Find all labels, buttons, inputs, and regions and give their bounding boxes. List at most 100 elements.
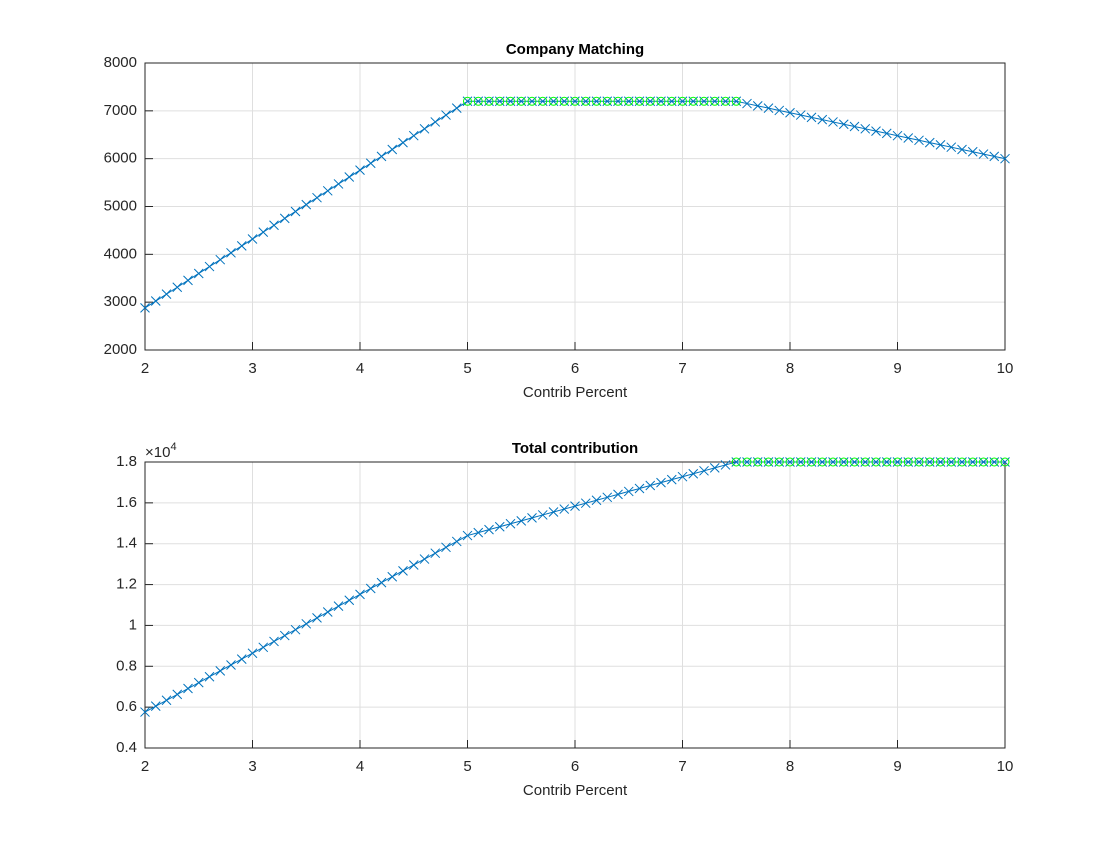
x-marker (333, 601, 344, 611)
circle-marker (936, 457, 945, 467)
x-marker (978, 149, 989, 159)
x-marker (290, 624, 301, 635)
x-marker (365, 583, 376, 594)
x-marker (193, 677, 204, 688)
x-marker (301, 618, 312, 629)
x-marker (408, 130, 419, 141)
circle-marker (742, 457, 752, 467)
circle-marker (903, 457, 913, 467)
x-axis-label: Contrib Percent (523, 782, 628, 799)
x-marker (849, 121, 860, 132)
x-marker (279, 630, 290, 641)
circle-marker (463, 96, 472, 106)
x-marker (838, 119, 849, 130)
x-marker (688, 468, 699, 479)
x-tick-label: 8 (786, 758, 794, 775)
x-marker (666, 474, 677, 485)
circle-marker (667, 96, 677, 106)
y-tick-label: 7000 (104, 102, 137, 119)
x-marker (430, 117, 441, 127)
x-marker (914, 135, 924, 146)
x-marker (570, 501, 580, 511)
circle-marker (796, 457, 806, 467)
y-tick-label: 1.2 (116, 576, 137, 593)
circle-marker (893, 457, 902, 467)
x-tick-label: 4 (356, 360, 364, 377)
x-marker (591, 495, 602, 506)
circle-marker (656, 96, 666, 106)
x-tick-label: 4 (356, 758, 364, 775)
circle-marker (785, 457, 795, 467)
x-marker (559, 504, 570, 514)
x-marker (806, 112, 817, 123)
circle-marker (731, 457, 741, 467)
circle-marker (860, 457, 870, 467)
chart-title: Total contribution (512, 440, 638, 457)
x-tick-label: 3 (248, 758, 256, 775)
x-marker (656, 477, 666, 488)
circle-marker (882, 457, 892, 467)
x-tick-label: 9 (893, 360, 901, 377)
x-marker (484, 524, 494, 535)
x-marker (451, 103, 462, 114)
circle-marker (645, 96, 655, 106)
circle-marker (635, 96, 644, 106)
x-marker (441, 542, 451, 553)
x-marker (172, 689, 183, 700)
circle-marker (753, 457, 763, 467)
x-marker (279, 213, 290, 224)
x-marker (333, 179, 344, 189)
circle-marker (871, 457, 881, 467)
x-marker (365, 158, 376, 169)
circle-marker (602, 96, 612, 106)
x-marker (613, 489, 623, 500)
y-tick-label: 5000 (104, 197, 137, 214)
x-marker (817, 114, 828, 125)
circle-marker (979, 457, 988, 467)
circle-marker (495, 96, 505, 106)
circle-marker (1000, 457, 1010, 467)
x-marker (451, 536, 462, 547)
circle-marker (807, 457, 816, 467)
circle-marker (828, 457, 838, 467)
circle-marker (538, 96, 548, 106)
x-marker (183, 683, 193, 694)
x-marker (183, 275, 193, 286)
circle-marker (946, 457, 956, 467)
x-marker (344, 172, 355, 182)
x-marker (645, 480, 656, 491)
circle-marker (731, 96, 741, 106)
circle-marker (592, 96, 601, 106)
x-marker (892, 130, 903, 141)
y-tick-label: 1 (129, 616, 137, 633)
x-tick-label: 2 (141, 360, 149, 377)
circle-marker (484, 96, 494, 106)
x-marker (785, 107, 795, 118)
x-marker (140, 707, 150, 717)
x-marker (312, 192, 322, 203)
x-marker (322, 185, 333, 196)
x-marker (774, 105, 785, 116)
y-multiplier: ×104 (145, 441, 177, 461)
x-marker (720, 460, 731, 470)
axes-box (144, 62, 1006, 351)
x-marker (462, 530, 473, 541)
circle-marker (968, 457, 978, 467)
circle-marker (678, 96, 687, 106)
x-marker (322, 607, 333, 617)
x-marker (548, 507, 559, 517)
x-marker (387, 144, 398, 155)
y-tick-label: 0.8 (116, 657, 137, 674)
x-marker (699, 465, 709, 476)
x-marker (527, 513, 537, 523)
circle-marker (613, 96, 623, 106)
y-tick-label: 8000 (104, 54, 137, 71)
x-marker (344, 595, 355, 606)
x-marker (387, 571, 398, 582)
circle-marker (721, 96, 730, 106)
x-marker (355, 589, 365, 600)
x-marker (709, 463, 720, 473)
x-marker (290, 206, 301, 217)
circle-marker (914, 457, 924, 467)
